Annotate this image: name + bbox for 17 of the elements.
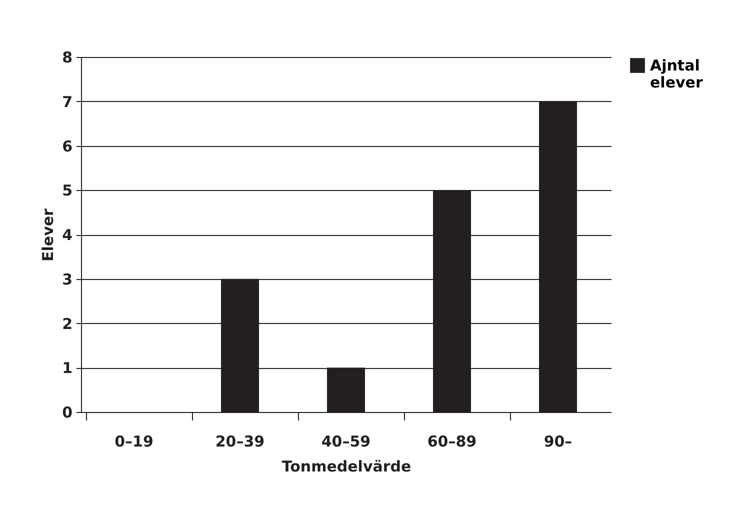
x-tick-label: 20–39 (215, 432, 265, 450)
y-axis-title: Elever (39, 208, 58, 262)
y-tick-label: 8 (62, 48, 72, 66)
y-tick-label: 6 (62, 137, 72, 156)
x-axis-title: Tonmedelvärde (282, 458, 412, 476)
x-tick-label: 40–59 (321, 432, 371, 450)
y-tick-label: 4 (62, 226, 72, 244)
legend-label: Ajntal elever (650, 56, 704, 92)
y-tick-label: 2 (62, 314, 72, 333)
y-tick-label: 1 (62, 359, 72, 378)
x-tick-label: 0–19 (114, 432, 154, 450)
y-tick-label: 3 (62, 270, 72, 288)
y-tick-label: 7 (62, 92, 72, 111)
x-tick-label: 90– (544, 432, 572, 450)
y-tick-label: 5 (62, 182, 72, 200)
x-tick-label: 60–89 (427, 432, 477, 450)
y-tick-label: 0 (62, 404, 72, 422)
